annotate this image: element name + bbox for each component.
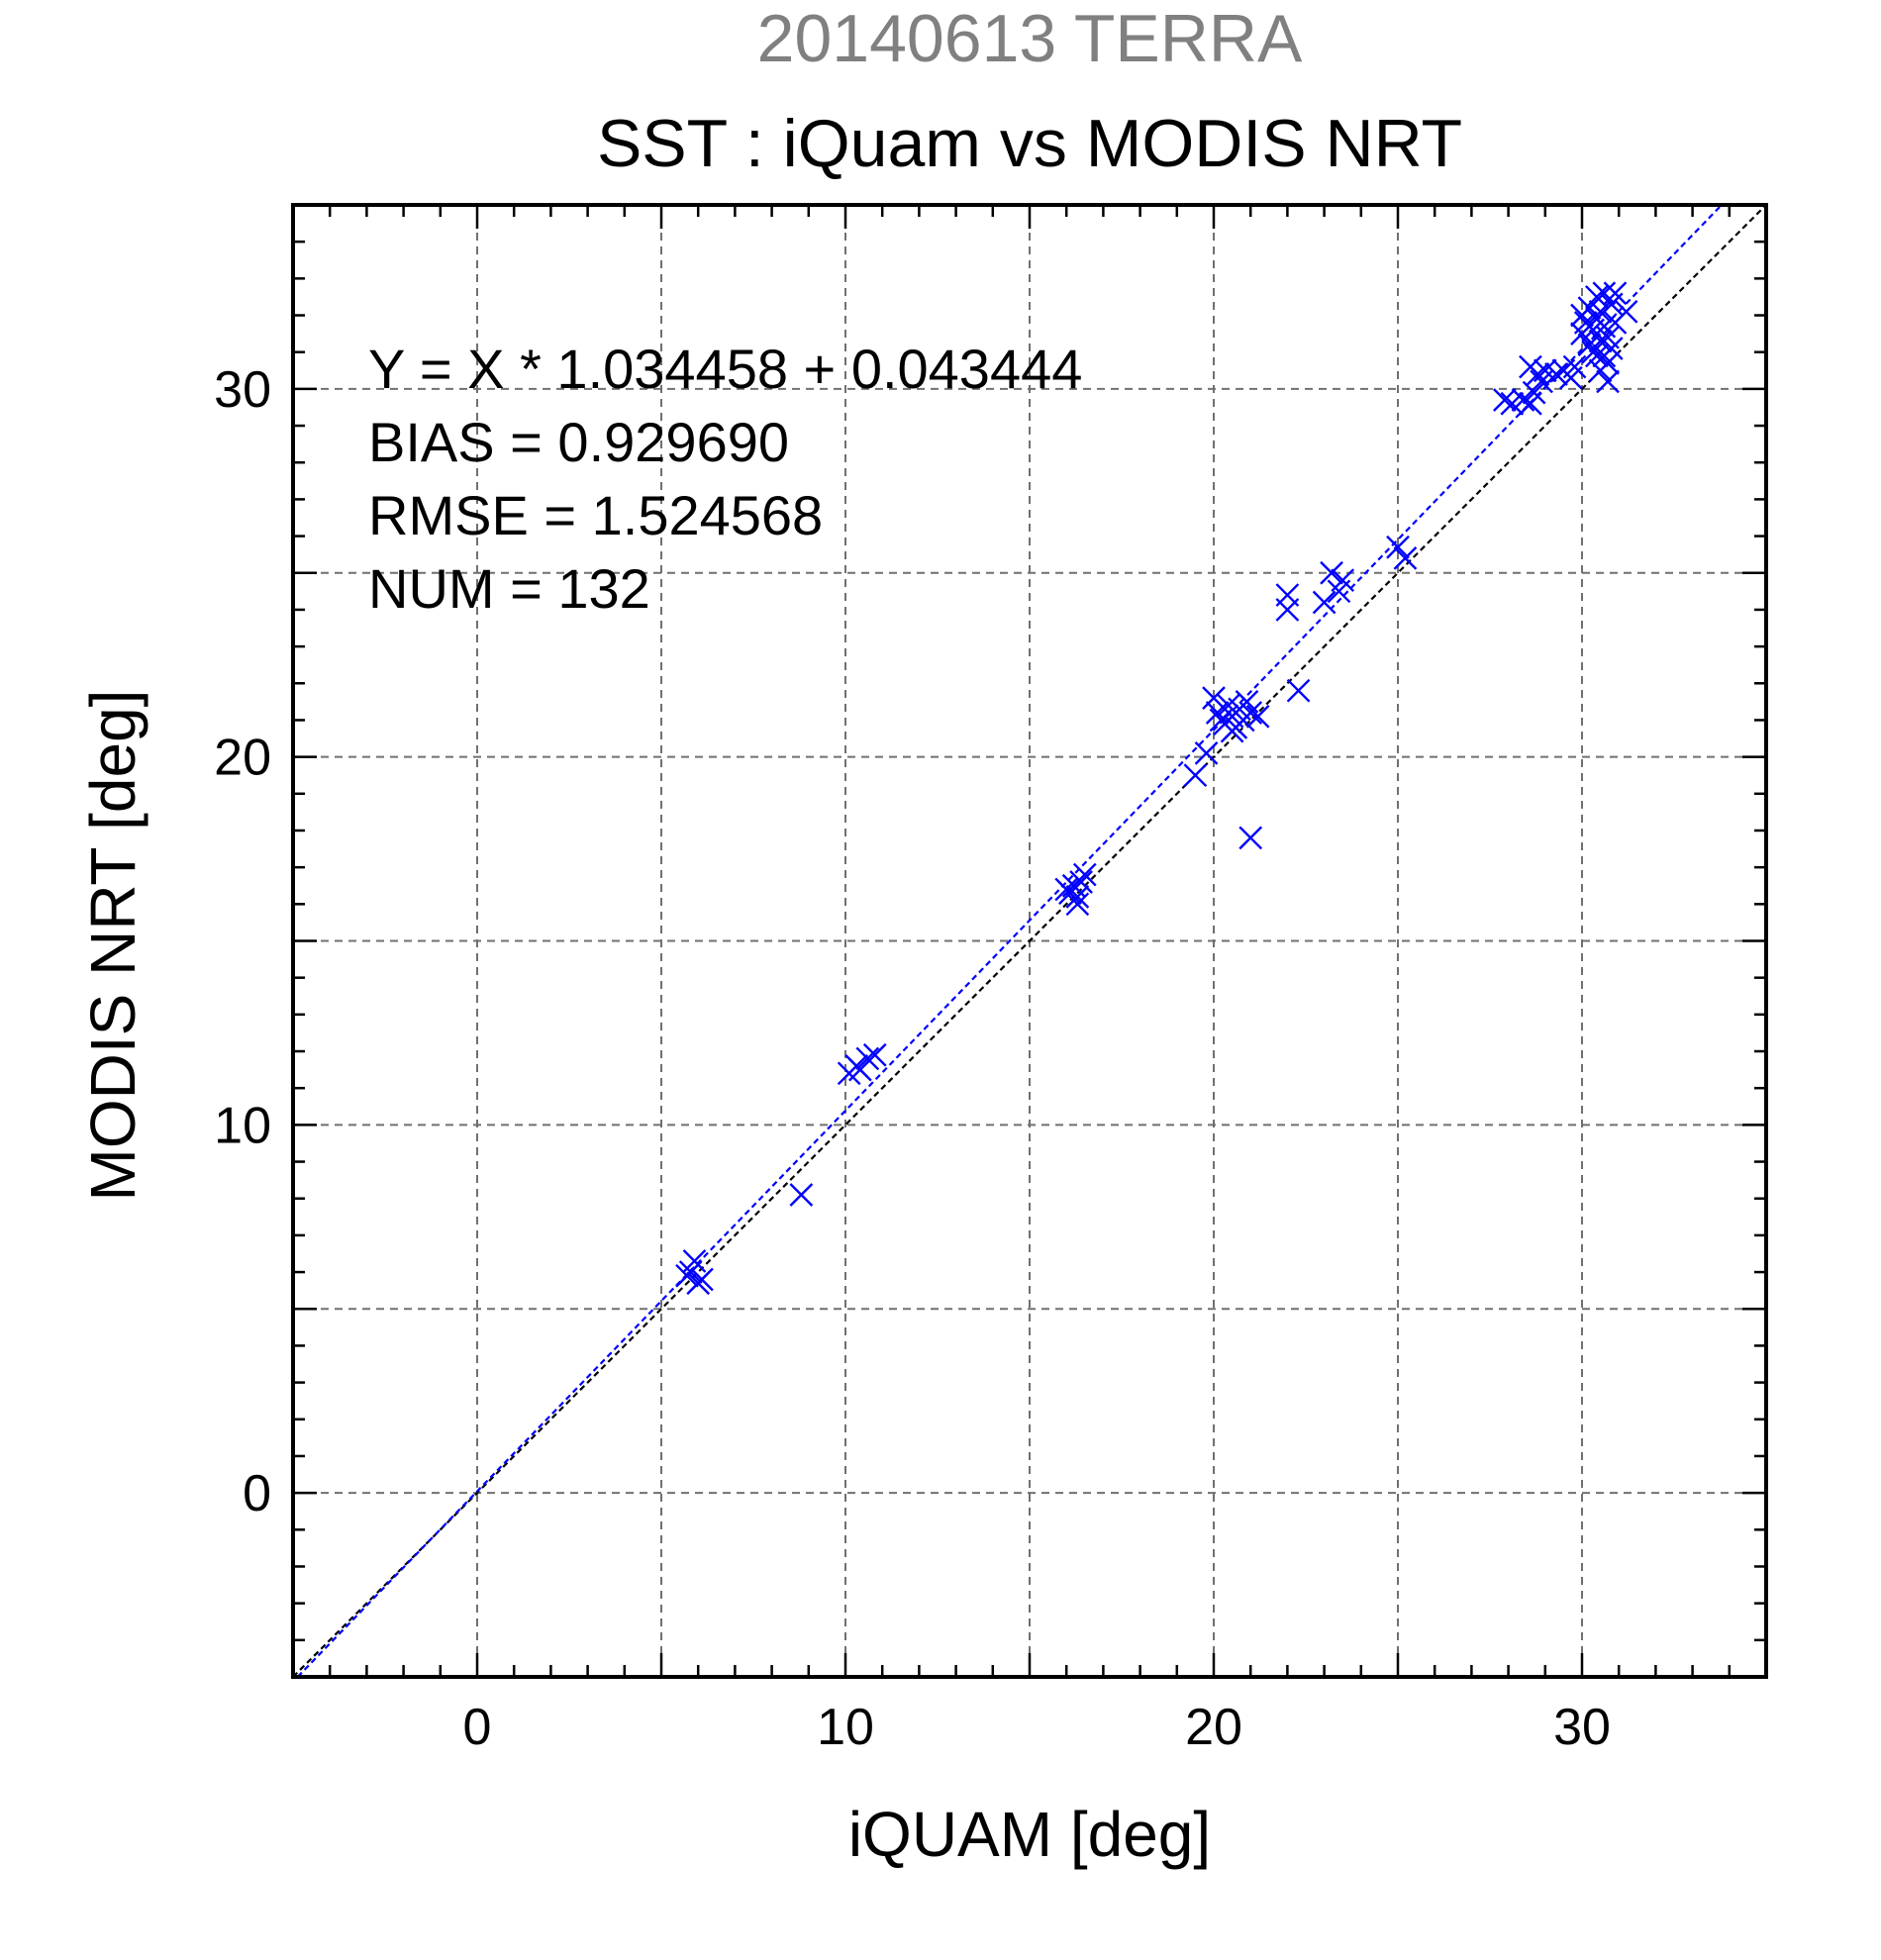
data-point <box>855 1046 880 1071</box>
data-point <box>1245 704 1270 729</box>
data-point <box>1275 598 1300 622</box>
reference-lines <box>292 204 1767 1678</box>
data-point <box>1558 365 1583 390</box>
sample-count: NUM = 132 <box>368 557 650 620</box>
data-point <box>1544 362 1568 386</box>
data-point <box>1588 299 1613 324</box>
data-point <box>1493 388 1517 412</box>
data-point <box>1058 881 1082 906</box>
fit-line <box>296 204 1723 1678</box>
data-point <box>1202 686 1226 710</box>
data-point <box>1614 299 1638 324</box>
y-tick-label: 20 <box>214 730 271 787</box>
x-tick-label: 10 <box>817 1699 874 1756</box>
data-point <box>1238 826 1263 850</box>
statistics-box: Y = X * 1.034458 + 0.043444 BIAS = 0.929… <box>368 338 1082 620</box>
x-tick-label: 0 <box>463 1699 492 1756</box>
data-point <box>1599 337 1624 360</box>
chart-date-title: 20140613 TERRA <box>757 1 1303 76</box>
rmse-value: RMSE = 1.524568 <box>368 484 823 546</box>
data-point <box>1194 741 1219 765</box>
data-point <box>1588 329 1613 353</box>
data-point <box>789 1183 814 1207</box>
y-tick-label: 30 <box>214 361 271 419</box>
bias-value: BIAS = 0.929690 <box>368 411 789 473</box>
data-point <box>1220 719 1244 743</box>
regression-equation: Y = X * 1.034458 + 0.043444 <box>368 338 1082 400</box>
y-tick-labels: 0 10 20 30 <box>214 361 271 1522</box>
x-axis-label: iQUAM [deg] <box>848 1799 1211 1870</box>
data-point <box>1585 343 1609 368</box>
chart-title: SST : iQuam vs MODIS NRT <box>597 106 1462 181</box>
data-point <box>678 1260 703 1284</box>
data-point <box>1205 701 1230 725</box>
plot-frame <box>291 203 1768 1679</box>
data-points <box>675 281 1638 1296</box>
data-point <box>1530 369 1553 394</box>
identity-line <box>292 204 1767 1678</box>
data-point <box>1286 678 1311 703</box>
data-point <box>1522 380 1546 405</box>
data-point <box>1526 362 1550 386</box>
x-tick-label: 20 <box>1185 1699 1242 1756</box>
data-point <box>1072 862 1097 887</box>
data-point <box>1320 560 1343 585</box>
data-point <box>1331 568 1355 593</box>
data-point <box>1585 285 1609 309</box>
x-tick-labels: 0 10 20 30 <box>463 1699 1611 1756</box>
data-point <box>1183 763 1208 788</box>
data-point <box>1393 546 1418 570</box>
data-point <box>1065 885 1090 909</box>
data-point <box>1592 281 1617 306</box>
data-point <box>1603 281 1628 306</box>
data-point <box>1238 701 1263 725</box>
data-point <box>1386 535 1410 559</box>
data-point <box>1588 358 1613 383</box>
data-point <box>848 1057 872 1082</box>
data-point <box>1596 369 1620 394</box>
y-tick-label: 0 <box>243 1465 271 1522</box>
data-point <box>1511 388 1535 412</box>
data-point <box>1312 590 1336 615</box>
data-point <box>1065 892 1090 917</box>
x-tick-label: 30 <box>1553 1699 1611 1756</box>
y-tick-label: 10 <box>214 1097 271 1154</box>
y-axis-label: MODIS NRT [deg] <box>77 690 148 1202</box>
data-point <box>690 1267 714 1292</box>
